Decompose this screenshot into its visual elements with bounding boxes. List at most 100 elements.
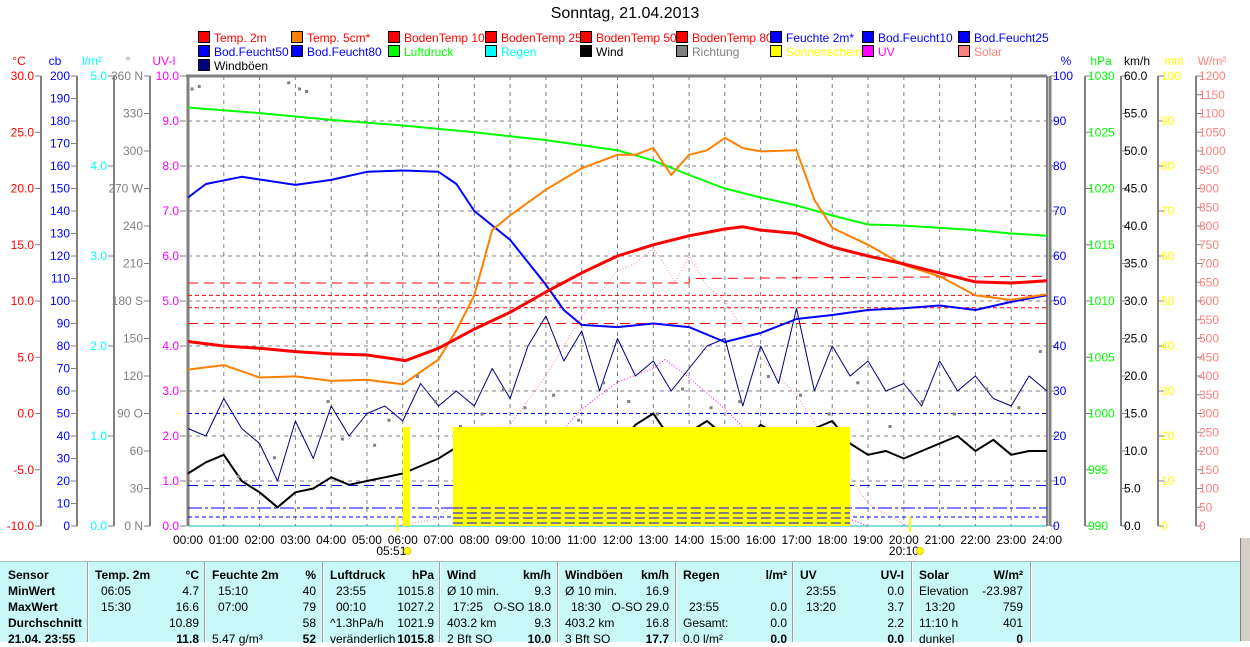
axis-tick-label-uv: 6.0 (162, 249, 179, 263)
series-temp-2m-line (187, 225, 1048, 363)
direction-point (552, 393, 556, 397)
x-tick-label: 15:00 (710, 533, 740, 547)
table-cell-value: 17.7 (645, 632, 669, 646)
axis-tick-label-temp: 5.0 (17, 350, 34, 364)
legend-swatch (862, 45, 874, 57)
direction-point (272, 456, 276, 460)
x-tick-label: 05:00 (352, 533, 382, 547)
legend-item: Windböen (198, 59, 268, 73)
legend-swatch (770, 45, 782, 57)
legend-label: Temp. 2m (214, 31, 267, 45)
axis-tick-label-kmh: 35.0 (1124, 257, 1148, 271)
table-row-label: MaxWert (8, 600, 58, 614)
legend-swatch (676, 45, 688, 57)
table-column-unit: UV-I (880, 568, 904, 582)
table-cell-value: 16.9 (645, 584, 669, 598)
direction-point (985, 387, 989, 391)
legend-swatch (291, 45, 303, 57)
series-bodentemp-10-line (188, 275, 1048, 284)
axis-tick-label-temp: 0.0 (17, 407, 34, 421)
table-column-header: Wind (447, 568, 477, 582)
table-cell-value: 0.0 (887, 584, 904, 598)
axis-tick-label-rain: 4.0 (90, 159, 107, 173)
axis-tick-label-uv: 5.0 (162, 294, 179, 308)
table-row-label: 21.04. 23:55 (8, 632, 76, 646)
axis-tick-label-min: 60 (1161, 249, 1175, 263)
axis-unit-min: min (1164, 54, 1183, 68)
axis-tick-label-cb: 180 (50, 114, 70, 128)
axis-tick-label-dir: 60 (130, 444, 144, 458)
axis-tick-label-wm2: 0 (1199, 519, 1206, 533)
axis-tick-label-hum: 10 (1053, 474, 1067, 488)
axis-tick-label-hpa: 1025 (1088, 125, 1115, 139)
legend-swatch (862, 31, 874, 43)
table-cell-value: -23.987 (982, 584, 1023, 598)
series-richtung (190, 81, 1042, 478)
axis-tick-label-rain: 5.0 (90, 69, 107, 83)
series-feuchte-2m--line (187, 169, 1048, 343)
statistics-table: Sensor MinWert MaxWert Durchschnitt 21.04. 2… (0, 561, 1240, 646)
axis-tick-label-min: 30 (1161, 384, 1175, 398)
table-cell-value: 4.7 (182, 584, 199, 598)
legend-item: Regen (485, 45, 536, 59)
legend-item: UV (862, 45, 895, 59)
series-bodentemp-10 (188, 275, 1048, 284)
x-tick-label: 13:00 (638, 533, 668, 547)
legend-label: Luftdruck (404, 45, 454, 59)
table-column-separator (557, 562, 559, 642)
table-cell-value: 9.3 (534, 616, 551, 630)
direction-point (340, 437, 344, 441)
x-tick-label: 10:00 (531, 533, 561, 547)
legend-swatch (388, 31, 400, 43)
axis-tick-label-kmh: 30.0 (1124, 294, 1148, 308)
axis-tick-label-cb: 20 (57, 474, 71, 488)
weather-chart: 00:00 01:00 02:00 03:00 04:00 05:00 06:00 07:00… (7, 54, 1227, 558)
axis-tick-label-rain: 3.0 (90, 249, 107, 263)
table-column-header: Solar (919, 568, 950, 582)
legend-label: Wind (596, 45, 624, 59)
axis-tick-label-uv: 8.0 (162, 159, 179, 173)
axis-tick-label-wm2: 1150 (1199, 88, 1225, 102)
axis-tick-label-cb: 90 (57, 317, 71, 331)
axis-tick-label-cb: 40 (57, 429, 71, 443)
axis-tick-label-min: 50 (1161, 294, 1175, 308)
table-column-separator (675, 562, 677, 642)
table-column-header: Temp. 2m (95, 568, 151, 582)
axis-tick-label-min: 100 (1161, 69, 1181, 83)
axis-tick-label-kmh: 25.0 (1124, 332, 1148, 346)
table-column-unit: °C (185, 568, 199, 582)
sunshine-bar (402, 427, 410, 526)
scrollbar[interactable] (1240, 538, 1250, 641)
axis-tick-label-dir: 180 S (112, 294, 143, 308)
table-cell-label: 00:10 (336, 600, 367, 614)
axis-tick-label-wm2: 1100 (1199, 107, 1225, 121)
legend-label: UV (878, 45, 895, 59)
table-cell-value: 79 (302, 600, 316, 614)
axis-tick-label-rain: 2.0 (90, 339, 107, 353)
axis-tick-label-dir: 150 (123, 332, 143, 346)
series-windb-en (187, 308, 1048, 482)
direction-point (501, 387, 505, 391)
direction-point (827, 412, 831, 416)
table-cell-label: 23:55 (689, 600, 720, 614)
legend-swatch (676, 31, 688, 43)
table-cell-label: Elevation (919, 584, 969, 598)
table-cell-label: Ø 10 min. (565, 584, 618, 598)
axis-tick-label-dir: 30 (130, 482, 144, 496)
direction-point (709, 406, 713, 410)
table-cell-value: 759 (1002, 600, 1023, 614)
axis-tick-label-dir: 210 (123, 257, 143, 271)
table-cell-label: 13:20 (925, 600, 956, 614)
table-cell-value: 10.89 (168, 616, 199, 630)
sunshine-bar (452, 427, 851, 526)
direction-point (738, 400, 742, 403)
x-tick-label: 02:00 (245, 533, 275, 547)
axis-tick-label-hpa: 1000 (1088, 407, 1115, 421)
direction-point (197, 85, 201, 88)
x-tick-label: 12:00 (602, 533, 632, 547)
direction-point (766, 375, 770, 378)
axis-unit-uv: UV-I (152, 54, 175, 68)
axis-tick-label-kmh: 5.0 (1124, 482, 1141, 496)
table-cell-value: 16.8 (645, 616, 669, 630)
series-luftdruck (187, 106, 1048, 237)
